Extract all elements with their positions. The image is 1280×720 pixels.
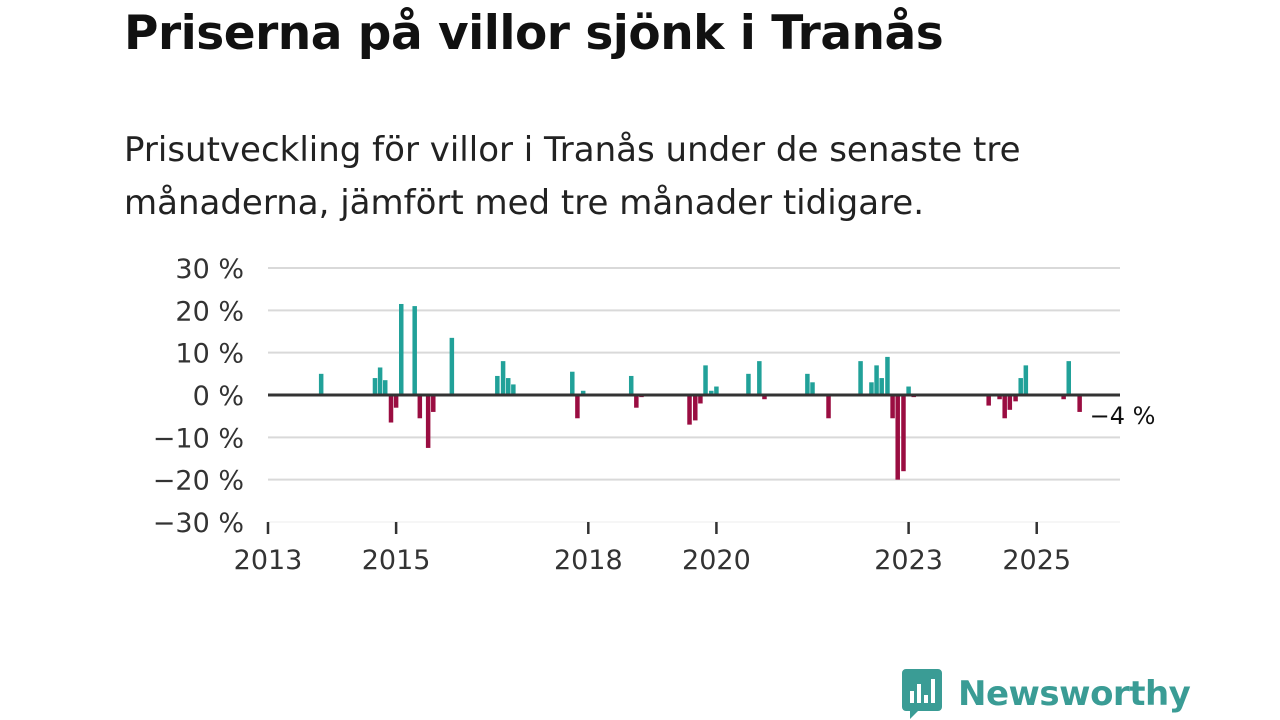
last-value-label: −4 % (1090, 402, 1156, 430)
bar (986, 395, 991, 406)
bar (1018, 378, 1023, 395)
bar (709, 390, 714, 395)
bar (1007, 395, 1013, 410)
bar (746, 373, 751, 395)
bar (874, 365, 879, 395)
brand-logo: Newsworthy (902, 668, 1191, 720)
bar (580, 390, 586, 395)
bar (1066, 361, 1071, 395)
newsworthy-logo-icon (902, 669, 942, 719)
bar (858, 361, 863, 395)
bar (449, 337, 455, 395)
gridlines (268, 267, 1120, 523)
bar (393, 395, 399, 408)
bar (805, 373, 810, 395)
bar (575, 395, 580, 419)
x-tick-label: 2018 (554, 545, 623, 576)
bar (885, 356, 890, 395)
bar (1061, 395, 1066, 400)
bar (895, 395, 900, 480)
bar (762, 395, 767, 400)
bar (431, 395, 436, 412)
bar (1002, 395, 1007, 419)
bar (890, 395, 895, 419)
bar (869, 382, 874, 395)
bar (810, 382, 815, 395)
bar (997, 395, 1002, 400)
bar (628, 375, 634, 395)
y-tick-label: 20 % (175, 296, 244, 327)
bar (399, 303, 404, 395)
bar (698, 395, 703, 404)
bar-chart: 30 %20 %10 %0 %−10 %−20 %−30 % 2013 2015 2… (153, 254, 1156, 576)
x-tick-label: 2013 (234, 545, 303, 576)
x-tick-label: 2025 (1002, 545, 1071, 576)
x-tick-label: 2020 (682, 545, 751, 576)
bar (500, 361, 506, 395)
bar (1013, 395, 1018, 402)
bar (425, 395, 431, 448)
bar (382, 380, 388, 395)
x-tick-label: 2015 (362, 545, 431, 576)
bar (318, 373, 324, 395)
bar (906, 386, 911, 395)
chart-title: Priserna på villor sjönk i Tranås (124, 6, 944, 61)
bar (901, 395, 906, 472)
x-tick-label: 2023 (874, 545, 943, 576)
bar (412, 306, 417, 395)
bar (372, 378, 378, 395)
bar (511, 384, 516, 395)
y-tick-label: 10 % (175, 339, 244, 370)
y-tick-label: −20 % (153, 466, 244, 497)
bars (318, 303, 1082, 480)
y-tick-label: 0 % (193, 381, 244, 412)
bar (505, 378, 511, 395)
bar (714, 386, 719, 395)
bar (377, 367, 383, 395)
chart-subtitle: Prisutveckling för villor i Tranås under… (124, 130, 1021, 223)
bar (1077, 395, 1082, 412)
bar (687, 395, 692, 425)
bar (570, 371, 575, 395)
x-axis: 2013 2015 2018 2020 2023 2025 (234, 522, 1071, 576)
bar (634, 395, 639, 408)
bar (417, 395, 423, 419)
bar (703, 365, 708, 395)
bar (495, 375, 500, 395)
bar (826, 395, 831, 419)
bar (757, 361, 762, 395)
y-tick-label: 30 % (175, 254, 244, 285)
annotations: −4 % (1087, 401, 1156, 432)
brand-name: Newsworthy (958, 674, 1191, 714)
y-axis: 30 % 20 % 10 % 0 % −10 % −20 % −30 % (153, 254, 244, 539)
value-label-bg (1087, 401, 1154, 432)
bar (1023, 365, 1029, 395)
y-tick-label: −10 % (153, 423, 244, 454)
bar (388, 395, 394, 423)
bar (879, 378, 884, 395)
y-tick-label: −30 % (153, 508, 244, 539)
bar (693, 395, 698, 421)
